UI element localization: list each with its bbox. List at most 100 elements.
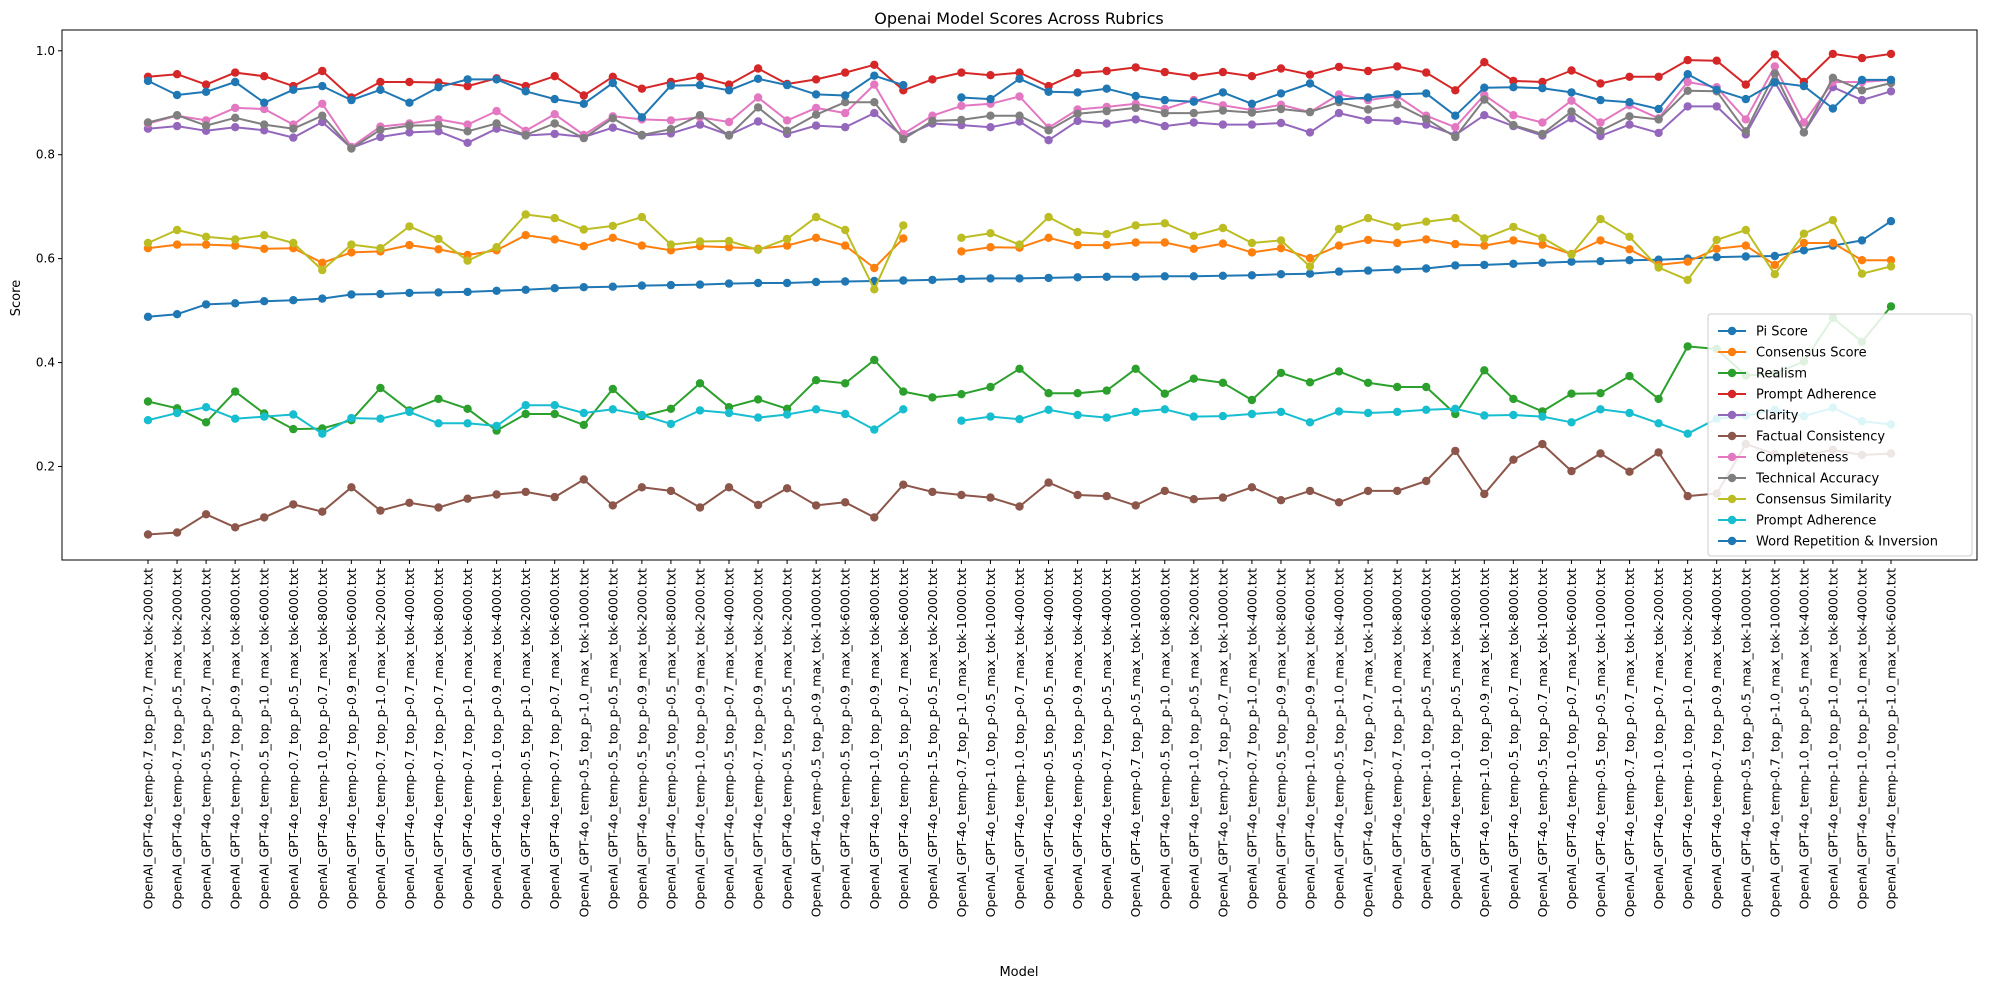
data-point bbox=[1683, 77, 1692, 87]
data-point bbox=[1654, 115, 1663, 124]
data-point bbox=[1538, 118, 1547, 127]
data-point bbox=[1857, 86, 1867, 95]
data-point bbox=[1393, 382, 1402, 392]
legend-label: Factual Consistency bbox=[1756, 430, 1885, 445]
data-point bbox=[870, 263, 879, 273]
data-point bbox=[1160, 121, 1170, 131]
data-point bbox=[550, 284, 559, 293]
data-point bbox=[318, 294, 327, 303]
data-point bbox=[1044, 126, 1053, 135]
data-point bbox=[492, 286, 501, 295]
data-point bbox=[957, 247, 966, 256]
x-tick-label: OpenAI_GPT-4o_temp-0.5_top_p-0.9_max_tok… bbox=[1070, 568, 1085, 909]
data-point bbox=[579, 133, 588, 143]
data-point bbox=[318, 117, 327, 127]
data-point bbox=[1741, 241, 1751, 250]
data-point bbox=[1102, 272, 1111, 281]
data-point bbox=[811, 110, 821, 119]
data-point bbox=[899, 234, 908, 243]
data-point bbox=[1799, 128, 1809, 137]
data-point bbox=[1509, 83, 1518, 92]
data-point bbox=[579, 420, 588, 430]
data-point bbox=[289, 85, 298, 95]
data-point bbox=[1276, 104, 1286, 114]
data-point bbox=[376, 132, 385, 142]
data-point bbox=[1218, 67, 1228, 77]
data-point bbox=[637, 113, 647, 122]
data-point bbox=[986, 412, 995, 421]
data-point bbox=[1509, 394, 1518, 404]
data-point bbox=[1276, 244, 1286, 253]
data-point bbox=[811, 233, 821, 242]
data-point bbox=[724, 403, 734, 412]
data-point bbox=[376, 244, 385, 253]
data-point bbox=[957, 68, 966, 77]
data-point bbox=[1073, 68, 1082, 78]
data-point bbox=[1305, 79, 1315, 88]
data-point bbox=[1305, 378, 1315, 387]
data-point bbox=[1451, 213, 1460, 223]
data-point bbox=[1828, 238, 1838, 248]
data-point bbox=[1596, 257, 1605, 266]
data-point bbox=[1131, 501, 1140, 510]
x-tick-label: OpenAI_GPT-4o_temp-0.5_top_p-0.5_max_tok… bbox=[780, 568, 795, 909]
data-point bbox=[1451, 239, 1460, 249]
data-point bbox=[1015, 117, 1024, 126]
data-point bbox=[1625, 245, 1634, 254]
data-point bbox=[1799, 118, 1809, 127]
data-point bbox=[1363, 93, 1373, 102]
data-point bbox=[376, 506, 385, 515]
data-point bbox=[1886, 49, 1896, 59]
data-point bbox=[1015, 74, 1024, 84]
data-point bbox=[782, 80, 792, 90]
x-tick-label: OpenAI_GPT-4o_temp-0.7_top_p-0.5_max_tok… bbox=[1099, 568, 1114, 909]
x-tick-label: OpenAI_GPT-4o_temp-1.0_top_p-0.7_max_tok… bbox=[1564, 568, 1579, 909]
data-point bbox=[1538, 240, 1547, 249]
y-tick-label: 0.4 bbox=[36, 356, 55, 370]
data-point bbox=[753, 74, 763, 84]
data-point bbox=[870, 98, 879, 107]
y-axis-label: Score bbox=[9, 280, 24, 316]
data-point bbox=[1189, 244, 1199, 253]
data-point bbox=[1305, 269, 1315, 278]
data-point bbox=[1567, 114, 1576, 123]
data-point bbox=[143, 530, 153, 539]
legend-marker bbox=[1727, 515, 1737, 525]
data-point bbox=[289, 124, 298, 133]
data-point bbox=[608, 78, 617, 88]
x-tick-label: OpenAI_GPT-4o_temp-1.0_top_p-0.9_max_tok… bbox=[489, 568, 504, 909]
data-point bbox=[260, 72, 269, 81]
data-point bbox=[201, 87, 211, 97]
legend-marker bbox=[1727, 452, 1737, 462]
legend-marker bbox=[1727, 326, 1737, 336]
data-point bbox=[463, 138, 472, 147]
data-point bbox=[318, 265, 327, 275]
data-point bbox=[550, 213, 559, 223]
data-point bbox=[143, 76, 153, 86]
x-axis-label: Model bbox=[999, 965, 1038, 980]
data-point bbox=[1567, 418, 1576, 427]
data-point bbox=[231, 387, 240, 396]
data-point bbox=[492, 75, 501, 84]
data-point bbox=[1334, 407, 1344, 416]
plot-frame bbox=[61, 29, 1978, 561]
data-point bbox=[1393, 222, 1402, 231]
data-point bbox=[1799, 238, 1809, 248]
data-point bbox=[1363, 486, 1373, 496]
data-point bbox=[1189, 231, 1199, 240]
data-point bbox=[1334, 241, 1344, 250]
data-point bbox=[1828, 49, 1838, 59]
data-point bbox=[1073, 109, 1082, 118]
data-point bbox=[1334, 95, 1344, 104]
data-point bbox=[434, 288, 443, 297]
data-point bbox=[1073, 88, 1082, 97]
data-point bbox=[608, 501, 617, 510]
data-point bbox=[1567, 466, 1576, 476]
data-point bbox=[550, 492, 559, 502]
data-point bbox=[463, 287, 472, 297]
data-point bbox=[260, 244, 269, 253]
data-point bbox=[1625, 232, 1634, 241]
data-point bbox=[1189, 97, 1199, 106]
data-point bbox=[463, 127, 472, 136]
x-tick-label: OpenAI_GPT-4o_temp-0.5_top_p-1.0_max_tok… bbox=[576, 568, 591, 917]
